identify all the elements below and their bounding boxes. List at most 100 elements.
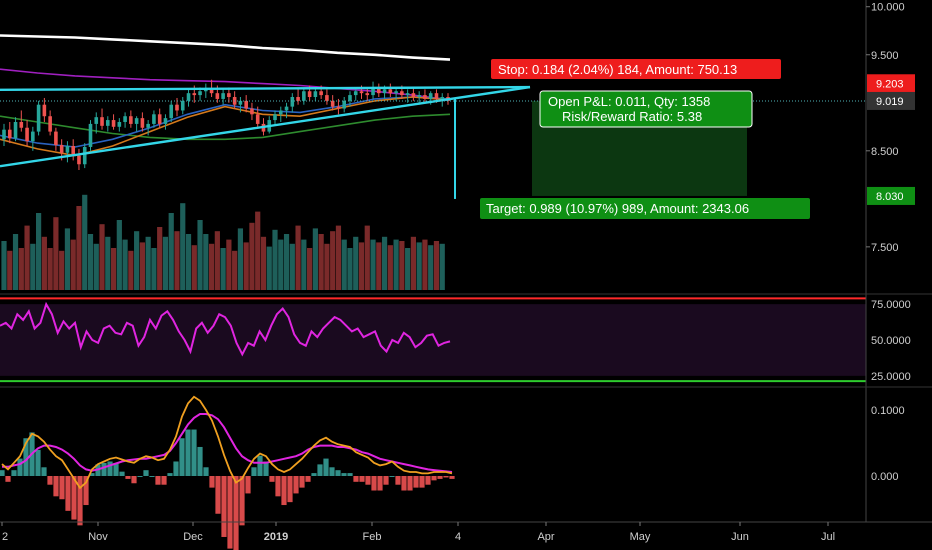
candle-body[interactable]: [290, 97, 295, 107]
candle-body[interactable]: [100, 117, 104, 126]
rsi-line[interactable]: [0, 301, 451, 357]
candle-body[interactable]: [59, 145, 64, 153]
macd-histogram-bar: [23, 438, 29, 476]
candle-body[interactable]: [48, 116, 52, 132]
candle-body[interactable]: [152, 114, 156, 124]
candle-body[interactable]: [423, 95, 427, 99]
candle-body[interactable]: [163, 118, 168, 124]
candle-body[interactable]: [353, 91, 358, 96]
macd-histogram-bar: [407, 476, 413, 491]
candle-body[interactable]: [325, 95, 329, 101]
candle-body[interactable]: [146, 123, 150, 128]
candle-body[interactable]: [31, 131, 35, 142]
candle-body[interactable]: [42, 104, 47, 117]
macd-histogram-bar: [359, 476, 365, 482]
candle-body[interactable]: [238, 100, 243, 105]
volume-bar: [7, 250, 13, 290]
candle-body[interactable]: [198, 91, 202, 96]
macd-signal-line[interactable]: [2, 413, 453, 473]
candle-body[interactable]: [19, 121, 24, 128]
candle-body[interactable]: [336, 106, 341, 109]
position-overlay[interactable]: Stop: 0.184 (2.04%) 184, Amount: 750.13 O…: [0, 59, 866, 219]
candle-body[interactable]: [278, 110, 283, 115]
candle-body[interactable]: [348, 95, 352, 101]
candle-body[interactable]: [250, 108, 254, 115]
candle-body[interactable]: [405, 93, 410, 96]
candle-body[interactable]: [388, 89, 393, 94]
candle-body[interactable]: [365, 93, 370, 96]
candle-body[interactable]: [65, 146, 70, 153]
macd-histogram-bar: [191, 429, 197, 476]
candle-body[interactable]: [140, 118, 145, 128]
candle-body[interactable]: [71, 146, 75, 156]
candle-body[interactable]: [371, 87, 375, 96]
candle-body[interactable]: [77, 155, 81, 165]
candle-body[interactable]: [7, 129, 12, 139]
volume-bar: [122, 239, 128, 290]
candle-body[interactable]: [284, 106, 289, 111]
candle-body[interactable]: [25, 127, 29, 142]
candle-body[interactable]: [434, 93, 439, 99]
candle-body[interactable]: [88, 123, 93, 147]
candle-body[interactable]: [215, 93, 220, 99]
rsi-pane[interactable]: [0, 297, 866, 383]
candle-body[interactable]: [54, 131, 58, 146]
candle-body[interactable]: [186, 93, 191, 101]
candle-body[interactable]: [192, 93, 197, 96]
candle-body[interactable]: [2, 129, 6, 140]
candle-body[interactable]: [377, 87, 381, 94]
macd-histogram-bar: [71, 476, 77, 520]
candle-body[interactable]: [221, 93, 225, 99]
candle-body[interactable]: [204, 89, 208, 92]
candle-body[interactable]: [169, 104, 174, 119]
candle-body[interactable]: [129, 116, 133, 124]
macd-line[interactable]: [1, 395, 453, 490]
candle-body[interactable]: [296, 97, 300, 101]
trendline[interactable]: [0, 85, 531, 168]
macd-histogram-bar: [41, 467, 47, 476]
volume-bar: [64, 228, 71, 290]
candle-body[interactable]: [428, 93, 433, 99]
macd-pane[interactable]: [0, 395, 455, 550]
candle-body[interactable]: [82, 146, 87, 165]
candle-body[interactable]: [13, 121, 18, 139]
candle-body[interactable]: [411, 93, 416, 98]
candle-body[interactable]: [209, 89, 214, 94]
candle-body[interactable]: [36, 104, 41, 132]
candle-body[interactable]: [342, 100, 347, 109]
candle-body[interactable]: [180, 100, 185, 111]
candle-body[interactable]: [302, 91, 306, 101]
candle-body[interactable]: [394, 91, 398, 94]
macd-histogram-bar: [245, 476, 251, 494]
candle-body[interactable]: [255, 114, 260, 124]
candle-body[interactable]: [273, 114, 277, 121]
macd-histogram-bar: [353, 476, 359, 482]
trendline[interactable]: [0, 85, 531, 92]
macd-histogram-bar: [125, 476, 131, 479]
candle-body[interactable]: [330, 100, 335, 107]
candle-body[interactable]: [400, 91, 404, 96]
candle-body[interactable]: [117, 121, 122, 127]
candle-body[interactable]: [244, 100, 248, 109]
candle-body[interactable]: [440, 97, 445, 99]
candle-body[interactable]: [319, 91, 323, 96]
candle-body[interactable]: [111, 120, 116, 127]
candle-body[interactable]: [382, 89, 387, 94]
candle-body[interactable]: [105, 120, 110, 126]
candle-body[interactable]: [307, 91, 312, 98]
candle-body[interactable]: [227, 93, 231, 98]
candle-body[interactable]: [175, 104, 179, 111]
candle-body[interactable]: [157, 114, 162, 124]
volume-bar: [272, 229, 278, 290]
candle-body[interactable]: [313, 91, 318, 98]
volume-bar: [82, 194, 88, 290]
candle-body[interactable]: [359, 91, 364, 94]
price-pane[interactable]: [0, 34, 531, 291]
candle-body[interactable]: [94, 117, 99, 124]
candle-body[interactable]: [123, 116, 127, 122]
volume-bar: [255, 211, 261, 290]
macd-histogram-bar: [137, 476, 143, 477]
candle-body[interactable]: [417, 95, 421, 98]
candle-body[interactable]: [134, 118, 139, 124]
